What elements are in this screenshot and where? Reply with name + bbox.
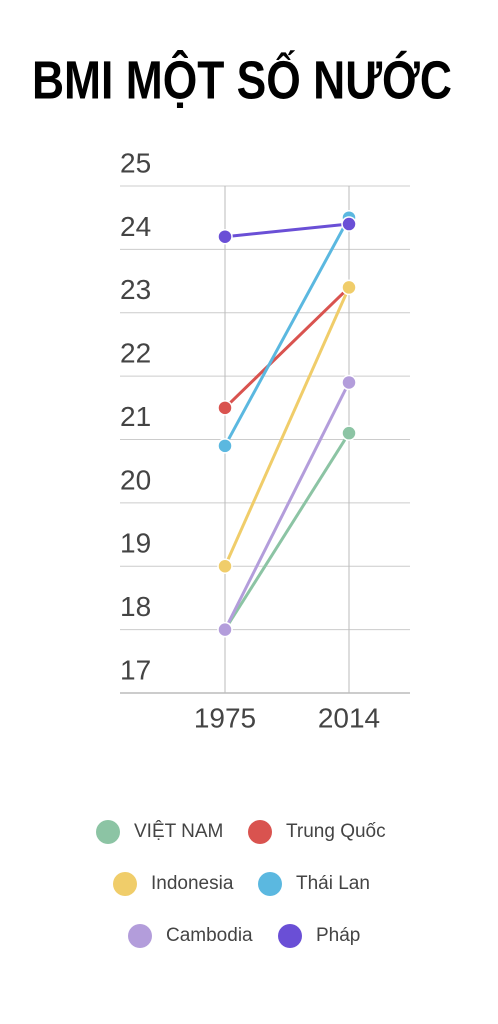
legend-label: Indonesia: [151, 873, 234, 894]
series-line: [224, 222, 350, 239]
legend-label: Thái Lan: [296, 873, 370, 894]
legend-label: Cambodia: [166, 925, 253, 946]
y-tick-label: 22: [120, 338, 151, 369]
series-line: [223, 432, 351, 631]
series-line: [223, 286, 351, 567]
legend-swatch: [278, 924, 302, 948]
data-point: [217, 621, 233, 638]
data-point: [217, 228, 233, 245]
y-tick-label: 20: [120, 464, 151, 495]
y-tick-label: 17: [120, 654, 151, 685]
data-point: [217, 438, 233, 454]
x-tick-label: 2014: [318, 702, 380, 733]
data-point: [341, 374, 357, 391]
legend-swatch: [113, 872, 137, 896]
legend-label: Pháp: [316, 925, 360, 946]
legend-swatch: [248, 820, 272, 844]
y-tick-label: 21: [120, 401, 151, 432]
data-point: [341, 216, 357, 232]
data-point: [341, 425, 357, 441]
y-tick-label: 23: [120, 274, 151, 305]
legend-swatch: [96, 820, 120, 844]
y-tick-label: 24: [120, 211, 151, 242]
data-point: [217, 558, 233, 574]
legend-swatch: [128, 924, 152, 948]
series-line: [223, 216, 351, 447]
y-tick-label: 19: [120, 528, 151, 559]
legend-label: Trung Quốc: [286, 821, 386, 842]
x-tick-label: 1975: [194, 702, 256, 733]
legend-swatch: [258, 872, 282, 896]
legend-label: VIỆT NAM: [134, 820, 223, 842]
y-tick-label: 25: [120, 147, 151, 178]
y-tick-label: 18: [120, 591, 151, 622]
chart-title: BMI MỘT SỐ NƯỚC: [32, 49, 452, 110]
series-line: [223, 381, 351, 631]
data-point: [217, 400, 233, 416]
series-line: [223, 286, 351, 409]
data-point: [341, 279, 357, 296]
